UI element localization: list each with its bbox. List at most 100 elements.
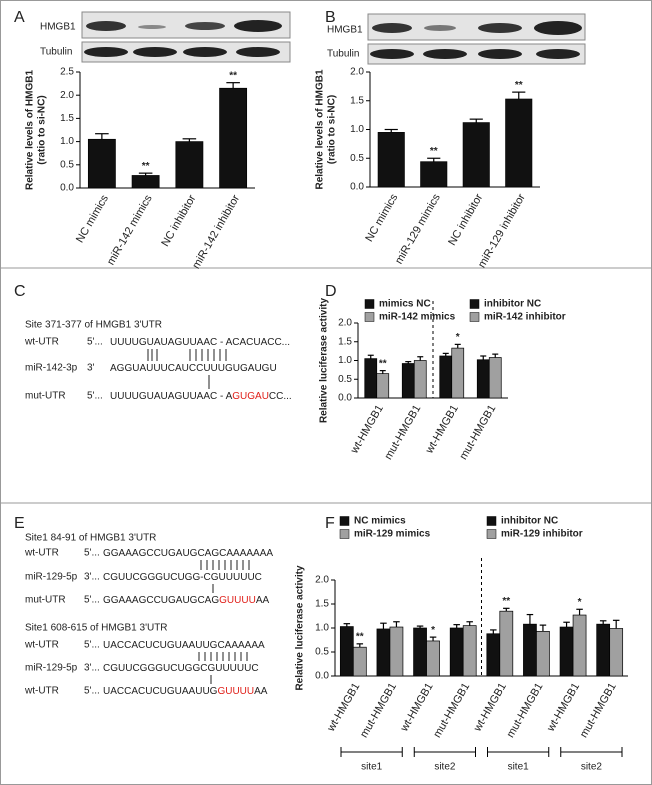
y-tick-label: 2.0 — [350, 67, 364, 78]
bar — [596, 623, 611, 677]
band — [183, 47, 227, 57]
y-tick-label: 0.0 — [350, 182, 364, 193]
site-title: Site1 84-91 of HMGB1 3'UTR — [25, 533, 156, 544]
x-tick-label: mut-HMGB1 — [358, 681, 399, 740]
sequence: CGUUCGGGUCUGG-CGUUUUUC — [103, 572, 262, 583]
row-label: miR-129-5p — [25, 663, 78, 674]
sequence: GGAAAGCCUGAUGCAGGUUUUAA — [103, 595, 269, 606]
blot: HMGB1 Tubulin — [40, 11, 291, 63]
site-title: Site1 608-615 of HMGB1 3'UTR — [25, 623, 168, 634]
legend-label: miR-142 inhibitor — [484, 312, 566, 323]
panel-letter: B — [325, 9, 336, 26]
sequence-part: CGUUCGGGUCUGGCGUUUUUC — [103, 663, 259, 674]
sequence-part: GUUUU — [219, 595, 256, 606]
band — [534, 21, 582, 35]
bar — [486, 633, 501, 677]
sequence: GGAAAGCCUGAUGCAGCAAAAAAA — [103, 548, 273, 559]
sequence-part: GGAAAGCCUGAUGCAG — [103, 595, 219, 606]
legend-swatch — [486, 516, 497, 526]
group-label: site1 — [508, 762, 530, 773]
legend-label: NC mimics — [354, 516, 406, 527]
y-tick-label: 1.0 — [338, 355, 352, 366]
bar — [505, 98, 533, 188]
blot-label: HMGB1 — [327, 25, 363, 36]
sequence: UUUUGUAUAGUUAAC - AGUGAUCC... — [110, 391, 292, 402]
legend-swatch — [486, 529, 497, 539]
bar — [219, 87, 248, 189]
bar — [87, 138, 116, 189]
y-tick-label: 0.0 — [60, 183, 74, 194]
y-tick-label: 1.5 — [350, 95, 364, 106]
bar — [376, 373, 390, 399]
y-tick-label: 1.0 — [60, 136, 74, 147]
bar — [488, 357, 502, 399]
x-tick-label: NC inhibitor — [159, 193, 198, 249]
sequence-part: GUGAU — [232, 391, 269, 402]
band — [84, 47, 128, 57]
x-tick-label: wt-HMGB1 — [348, 403, 386, 456]
bar — [364, 358, 378, 399]
blot-label: Tubulin — [327, 49, 359, 60]
blot: HMGB1 Tubulin — [327, 13, 586, 65]
y-axis-label: (ratio to si-NC) — [327, 95, 338, 164]
bar — [377, 132, 405, 188]
sequence: CGUUCGGGUCUGGCGUUUUUC — [103, 663, 259, 674]
x-tick-label: wt-HMGB1 — [423, 403, 461, 456]
band — [423, 49, 467, 59]
x-tick-label: mut-HMGB1 — [382, 403, 423, 462]
legend-swatch — [364, 312, 375, 322]
y-tick-label: 1.5 — [60, 113, 74, 124]
bar — [401, 363, 415, 399]
band — [536, 49, 580, 59]
row-label: mut-UTR — [25, 391, 66, 402]
bar — [559, 626, 574, 677]
row-label: wt-UTR — [24, 548, 59, 559]
y-tick-label: 0.5 — [315, 647, 329, 658]
row-label: wt-UTR — [24, 640, 59, 651]
sequence-part: GUUUU — [217, 686, 254, 697]
x-tick-label: mut-HMGB1 — [457, 403, 498, 462]
y-axis-label: Relative levels of HMGB1 — [25, 70, 36, 190]
y-axis-label: Relative luciferase activity — [319, 298, 330, 424]
x-tick-label: wt-HMGB1 — [325, 681, 363, 734]
sequence-part: UUUUGUAUAGUUAAC - A — [110, 391, 233, 402]
panel-letter: A — [14, 9, 25, 26]
band — [234, 20, 282, 32]
bar — [413, 360, 427, 399]
band — [133, 47, 177, 57]
legend-swatch — [339, 516, 350, 526]
row-end: 3'... — [84, 663, 100, 674]
sequence-part: UACCACUCUGUAAUUGCAAAAAA — [103, 640, 265, 651]
group-label: site1 — [361, 762, 383, 773]
sequence-part: CC... — [269, 391, 292, 402]
significance: * — [431, 625, 435, 636]
significance: ** — [142, 161, 150, 172]
legend-swatch — [339, 529, 350, 539]
y-axis-label: (ratio to si-NC) — [37, 95, 48, 164]
y-tick-label: 0.5 — [350, 153, 364, 164]
bar — [451, 347, 465, 399]
row-end: 5'... — [84, 686, 100, 697]
bar — [131, 175, 160, 189]
band — [478, 23, 522, 33]
significance: * — [578, 597, 582, 608]
row-end: 5'... — [87, 391, 103, 402]
legend-label: mimics NC — [379, 299, 431, 310]
x-tick-label: miR-129 mimics — [393, 192, 443, 267]
band — [370, 49, 414, 59]
y-tick-label: 2.0 — [315, 575, 329, 586]
row-label: wt-UTR — [24, 686, 59, 697]
band — [86, 21, 126, 31]
band — [424, 25, 456, 31]
row-label: miR-129-5p — [25, 572, 78, 583]
x-tick-label: miR-129 inhibitor — [476, 192, 528, 270]
sequence-part: GGAAAGCCUGAUGCAGCAAAAAAA — [103, 548, 273, 559]
group-label: site2 — [434, 762, 456, 773]
row-label: miR-142-3p — [25, 363, 78, 374]
bar — [462, 122, 490, 188]
site-title: Site 371-377 of HMGB1 3'UTR — [25, 320, 162, 331]
significance: ** — [430, 146, 438, 157]
row-end: 5'... — [87, 337, 103, 348]
legend-label: miR-129 mimics — [354, 529, 431, 540]
